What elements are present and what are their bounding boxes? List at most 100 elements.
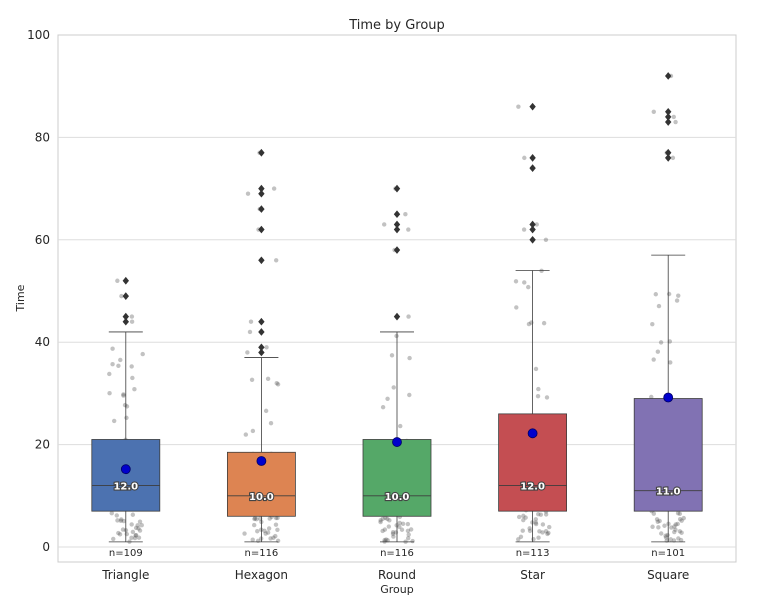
- jitter-point: [651, 109, 656, 115]
- jitter-point: [673, 119, 678, 125]
- jitter-point: [250, 537, 255, 542]
- box: [91, 439, 161, 512]
- jitter-point: [521, 517, 526, 523]
- outlier-marker: [665, 107, 672, 116]
- outlier-marker: [258, 184, 265, 193]
- jitter-point: [407, 355, 412, 361]
- jitter-point: [668, 360, 673, 365]
- jitter-point: [677, 511, 683, 517]
- jitter-point: [408, 527, 414, 532]
- jitter-point: [676, 293, 681, 298]
- jitter-point: [655, 349, 661, 354]
- jitter-point: [527, 526, 532, 531]
- jitter-point: [540, 522, 546, 527]
- jitter-point: [676, 536, 681, 541]
- y-tick-label: 100: [27, 28, 50, 42]
- mean-marker: [120, 464, 131, 475]
- n-label: n=116: [380, 548, 414, 559]
- jitter-point: [656, 303, 662, 309]
- jitter-point: [679, 518, 684, 523]
- jitter-point: [250, 428, 256, 434]
- jitter-point: [263, 531, 268, 536]
- jitter-point: [116, 363, 121, 368]
- jitter-point: [252, 516, 257, 522]
- y-tick-label: 80: [35, 130, 50, 144]
- jitter-point: [651, 511, 657, 516]
- jitter-point: [111, 536, 116, 542]
- jitter-point: [406, 532, 411, 537]
- jitter-point: [406, 227, 411, 232]
- y-axis-label: Time: [14, 284, 27, 312]
- jitter-point: [656, 525, 661, 530]
- outlier-marker: [258, 328, 265, 336]
- outlier-marker: [529, 235, 536, 244]
- jitter-point: [399, 527, 405, 532]
- jitter-point: [667, 339, 673, 344]
- jitter-points: [107, 73, 686, 544]
- jitter-point: [390, 531, 396, 537]
- jitter-point: [121, 518, 127, 524]
- median-label: 10.0: [249, 492, 274, 503]
- jitter-point: [536, 511, 541, 517]
- jitter-point: [538, 512, 544, 517]
- jitter-point: [653, 292, 658, 297]
- jitter-point: [129, 522, 134, 527]
- outlier-marker: [258, 348, 265, 357]
- jitter-point: [405, 521, 411, 527]
- outlier-marker: [529, 154, 536, 162]
- jitter-point: [516, 514, 522, 520]
- jitter-point: [248, 319, 254, 324]
- outlier-marker: [393, 225, 401, 234]
- jitter-point: [255, 529, 260, 534]
- outlier-marker: [258, 317, 265, 326]
- jitter-point: [405, 528, 411, 534]
- x-tick-label: Star: [520, 568, 545, 582]
- jitter-point: [681, 515, 686, 521]
- jitter-point: [536, 386, 541, 392]
- jitter-point: [271, 535, 276, 540]
- jitter-point: [136, 535, 142, 540]
- jitter-point: [247, 329, 253, 335]
- jitter-point: [110, 361, 115, 367]
- jitter-point: [677, 529, 683, 534]
- jitter-point: [267, 516, 272, 521]
- x-tick-label: Triangle: [101, 568, 149, 582]
- jitter-point: [405, 536, 411, 541]
- jitter-point: [275, 515, 280, 521]
- jitter-point: [273, 515, 279, 521]
- jitter-point: [380, 528, 385, 534]
- jitter-point: [254, 516, 259, 522]
- jitter-point: [521, 227, 527, 232]
- jitter-point: [662, 523, 667, 528]
- outlier-marker: [665, 148, 672, 157]
- jitter-point: [251, 522, 257, 528]
- jitter-point: [386, 524, 392, 529]
- jitter-point: [390, 530, 396, 535]
- outlier-marker: [665, 72, 672, 80]
- jitter-point: [671, 114, 676, 120]
- jitter-point: [518, 534, 524, 539]
- y-tick-label: 20: [35, 438, 50, 452]
- x-tick-label: Square: [647, 568, 689, 582]
- jitter-point: [410, 538, 415, 544]
- jitter-point: [264, 345, 269, 350]
- jitter-point: [262, 528, 267, 533]
- jitter-point: [541, 320, 547, 326]
- jitter-point: [533, 520, 539, 525]
- y-tick-label: 40: [35, 335, 50, 349]
- jitter-point: [657, 518, 662, 524]
- chart-title: Time by Group: [348, 18, 445, 33]
- jitter-point: [136, 526, 141, 531]
- jitter-point: [249, 377, 255, 383]
- jitter-point: [516, 537, 521, 542]
- jitter-point: [650, 321, 655, 327]
- jitter-point: [116, 530, 121, 536]
- jitter-point: [659, 531, 664, 536]
- jitter-point: [540, 530, 545, 535]
- jitter-point: [400, 521, 406, 527]
- jitter-point: [650, 524, 655, 529]
- jitter-point: [139, 522, 144, 528]
- jitter-point: [266, 526, 272, 531]
- jitter-point: [526, 321, 532, 327]
